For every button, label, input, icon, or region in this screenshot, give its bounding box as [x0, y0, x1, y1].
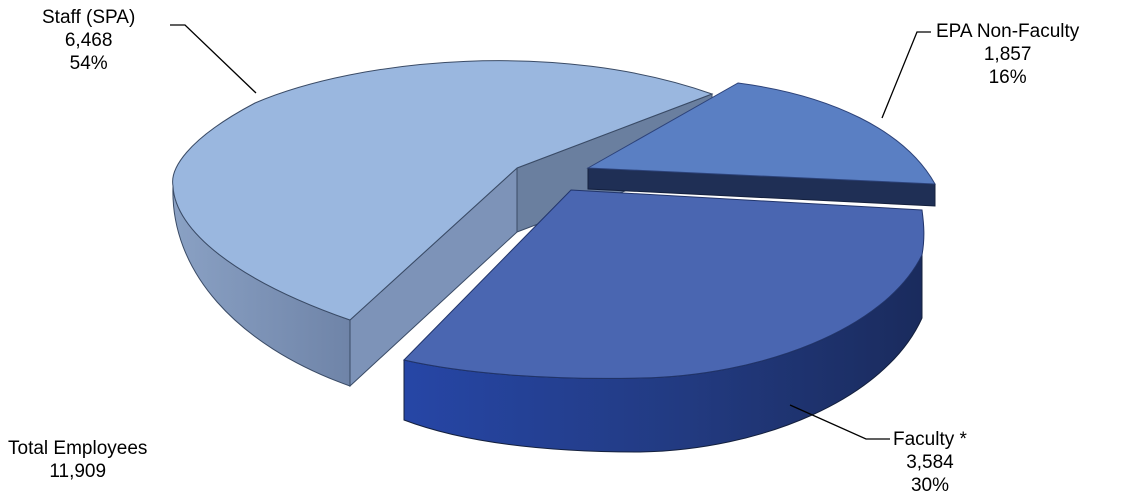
data-label-faculty-value: 3,584	[906, 452, 954, 473]
data-label-faculty-percent: 30%	[910, 475, 949, 496]
data-label-faculty: Faculty * 3,584 30%	[893, 428, 967, 497]
total-employees-annotation: Total Employees 11,909	[8, 437, 147, 483]
slice-staff-top	[172, 60, 714, 321]
slice-epa-top	[586, 82, 936, 185]
data-label-staff-percent: 54%	[69, 53, 108, 74]
data-label-epa: EPA Non-Faculty 1,857 16%	[936, 20, 1079, 89]
leader-line-faculty	[789, 404, 890, 440]
data-label-epa-percent: 16%	[988, 67, 1027, 88]
slice-faculty	[403, 189, 925, 453]
leader-line-staff	[170, 24, 257, 94]
data-label-faculty-name: Faculty *	[893, 429, 967, 450]
slice-faculty-top	[403, 189, 925, 379]
total-employees-label: Total Employees	[8, 438, 148, 459]
total-employees-value: 11,909	[49, 461, 107, 482]
data-label-staff-value: 6,468	[64, 30, 113, 51]
leader-line-epa	[881, 31, 931, 119]
data-label-staff-name: Staff (SPA)	[42, 7, 136, 28]
data-label-epa-value: 1,857	[983, 44, 1032, 65]
data-label-staff: Staff (SPA) 6,468 54%	[42, 6, 135, 75]
slice-epa	[586, 82, 936, 207]
data-label-epa-name: EPA Non-Faculty	[936, 21, 1080, 42]
slice-staff	[172, 60, 714, 388]
